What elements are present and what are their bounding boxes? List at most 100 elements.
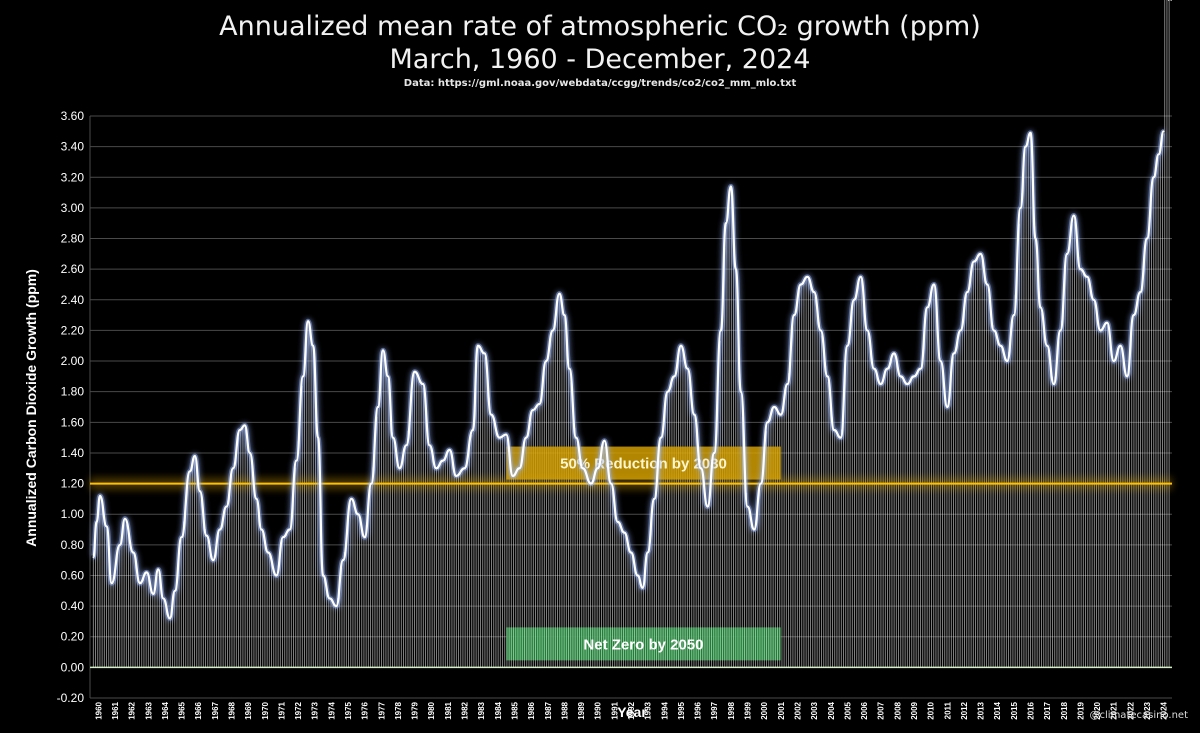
data-point <box>105 525 108 528</box>
data-point <box>1039 306 1042 309</box>
x-tick-label: 1967 <box>211 701 220 719</box>
data-point <box>139 582 141 584</box>
x-tick-label: 1964 <box>161 701 170 719</box>
x-tick-label: 2000 <box>760 701 769 719</box>
data-point <box>1126 375 1128 378</box>
data-point <box>249 452 251 454</box>
data-point <box>442 459 444 462</box>
data-point <box>307 320 309 323</box>
data-point <box>933 283 935 286</box>
data-point <box>919 367 922 370</box>
chart-subtitle: March, 1960 - December, 2024 <box>389 44 811 75</box>
data-point <box>463 467 466 470</box>
data-point <box>219 528 221 531</box>
data-point <box>232 467 234 470</box>
data-point <box>746 505 749 508</box>
data-point <box>405 444 408 447</box>
x-tick-label: 1990 <box>594 701 603 719</box>
x-tick-label: 2015 <box>1010 701 1019 719</box>
data-point <box>435 467 438 470</box>
data-point <box>641 586 644 589</box>
data-point <box>859 276 862 278</box>
data-point <box>275 574 278 577</box>
data-point <box>673 375 676 378</box>
y-tick-label: 1.00 <box>61 507 85 521</box>
data-point <box>1046 344 1048 347</box>
y-tick-label: 1.20 <box>61 477 85 491</box>
x-tick-label: 1975 <box>344 701 353 719</box>
data-point <box>959 329 962 332</box>
data-point <box>92 556 95 558</box>
y-tick-label: 2.20 <box>61 323 85 337</box>
data-point <box>1170 0 1172 1</box>
data-point <box>205 534 208 537</box>
x-tick-label: 2021 <box>1110 701 1119 719</box>
data-point <box>999 344 1002 347</box>
data-point <box>760 482 762 485</box>
data-point <box>244 424 246 427</box>
data-point <box>1024 145 1027 148</box>
x-tick-label: 1969 <box>244 701 253 719</box>
data-point <box>189 470 191 473</box>
x-tick-label: 2013 <box>977 701 986 719</box>
data-point <box>1112 360 1115 362</box>
x-tick-label: 2024 <box>1160 701 1169 719</box>
data-point <box>1099 329 1102 332</box>
reduction-box <box>506 446 781 480</box>
data-point <box>1013 314 1015 316</box>
data-point <box>455 475 458 477</box>
data-line <box>90 0 1172 621</box>
data-point <box>302 375 304 378</box>
data-point <box>581 467 584 470</box>
data-point <box>174 589 176 592</box>
x-tick-label: 1972 <box>294 701 303 719</box>
data-point <box>1162 130 1165 133</box>
data-point <box>616 521 619 523</box>
data-point <box>866 329 869 332</box>
y-axis: -0.20 0.00 0.20 0.40 0.60 0.80 1.00 1.20 1.40 1.6… <box>57 109 85 705</box>
chart-title-block: Annualized mean rate of atmospheric CO₂ … <box>0 10 1200 89</box>
data-point <box>563 314 566 316</box>
x-tick-label: 1994 <box>660 701 669 719</box>
x-tick-label: 1988 <box>560 701 569 719</box>
data-point <box>1059 329 1062 332</box>
x-tick-label: 1978 <box>394 701 403 719</box>
data-point <box>1086 276 1088 278</box>
y-tick-label: 2.80 <box>61 232 85 246</box>
data-point <box>194 455 196 457</box>
x-tick-label: 1977 <box>377 701 386 719</box>
data-point <box>946 406 949 408</box>
x-tick-label: 1987 <box>544 701 553 719</box>
data-point <box>713 452 716 454</box>
data-point <box>382 349 384 352</box>
data-point <box>986 283 989 286</box>
data-point <box>212 559 214 561</box>
data-point <box>966 291 969 293</box>
data-point <box>558 292 561 295</box>
data-point <box>575 436 577 439</box>
data-point <box>953 352 955 355</box>
x-tick-label: 2004 <box>827 701 836 719</box>
data-point <box>312 344 314 347</box>
data-point <box>1029 132 1032 134</box>
data-point <box>568 367 571 370</box>
data-point <box>477 344 479 347</box>
x-tick-label: 2020 <box>1093 701 1102 719</box>
data-point <box>1092 298 1095 301</box>
x-tick-label: 1984 <box>494 701 503 719</box>
x-tick-label: 2017 <box>1043 701 1052 719</box>
data-point <box>653 498 656 500</box>
data-point <box>906 383 909 385</box>
x-tick-label: 2007 <box>877 701 886 719</box>
data-point <box>1034 237 1037 240</box>
x-tick-label: 1985 <box>510 701 519 719</box>
x-tick-label: 2011 <box>943 701 952 719</box>
y-tick-label: 3.20 <box>61 170 85 184</box>
data-point <box>636 574 639 577</box>
data-point <box>700 467 702 470</box>
data-point <box>603 439 606 442</box>
data-point <box>387 375 389 378</box>
x-tick-label: 2002 <box>793 701 802 719</box>
x-tick-label: 2006 <box>860 701 869 719</box>
